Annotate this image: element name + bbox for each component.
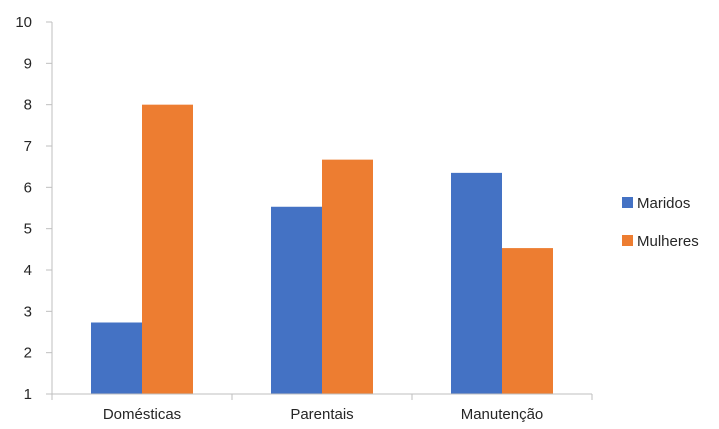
y-tick-label: 4 [24,262,32,279]
bar-maridos-2 [451,172,502,394]
y-tick-label: 9 [24,55,32,72]
bars [91,104,553,395]
legend-label-mulheres: Mulheres [637,233,699,250]
legend: Maridos Mulheres [622,195,699,250]
legend-swatch-mulheres [622,235,633,246]
legend-label-maridos: Maridos [637,195,690,212]
bar-mulheres-2 [502,248,553,394]
y-axis-ticks: 1 2 3 4 5 6 7 8 9 10 [15,14,52,403]
y-tick-label: 1 [24,386,32,403]
y-tick-label: 6 [24,179,32,196]
x-category-label: Parentais [290,406,353,423]
x-axis-categories: Domésticas Parentais Manutenção [51,394,593,423]
y-tick-label: 10 [15,14,32,31]
x-category-label: Manutenção [461,406,544,423]
bar-mulheres-1 [322,159,373,394]
legend-swatch-maridos [622,197,633,208]
bar-maridos-0 [91,322,142,394]
x-category-label: Domésticas [103,406,181,423]
y-tick-label: 3 [24,303,32,320]
bar-mulheres-0 [142,104,193,395]
bar-maridos-1 [271,206,322,394]
y-tick-label: 7 [24,138,32,155]
y-tick-label: 5 [24,221,32,238]
y-tick-label: 2 [24,345,32,362]
y-tick-label: 8 [24,97,32,114]
